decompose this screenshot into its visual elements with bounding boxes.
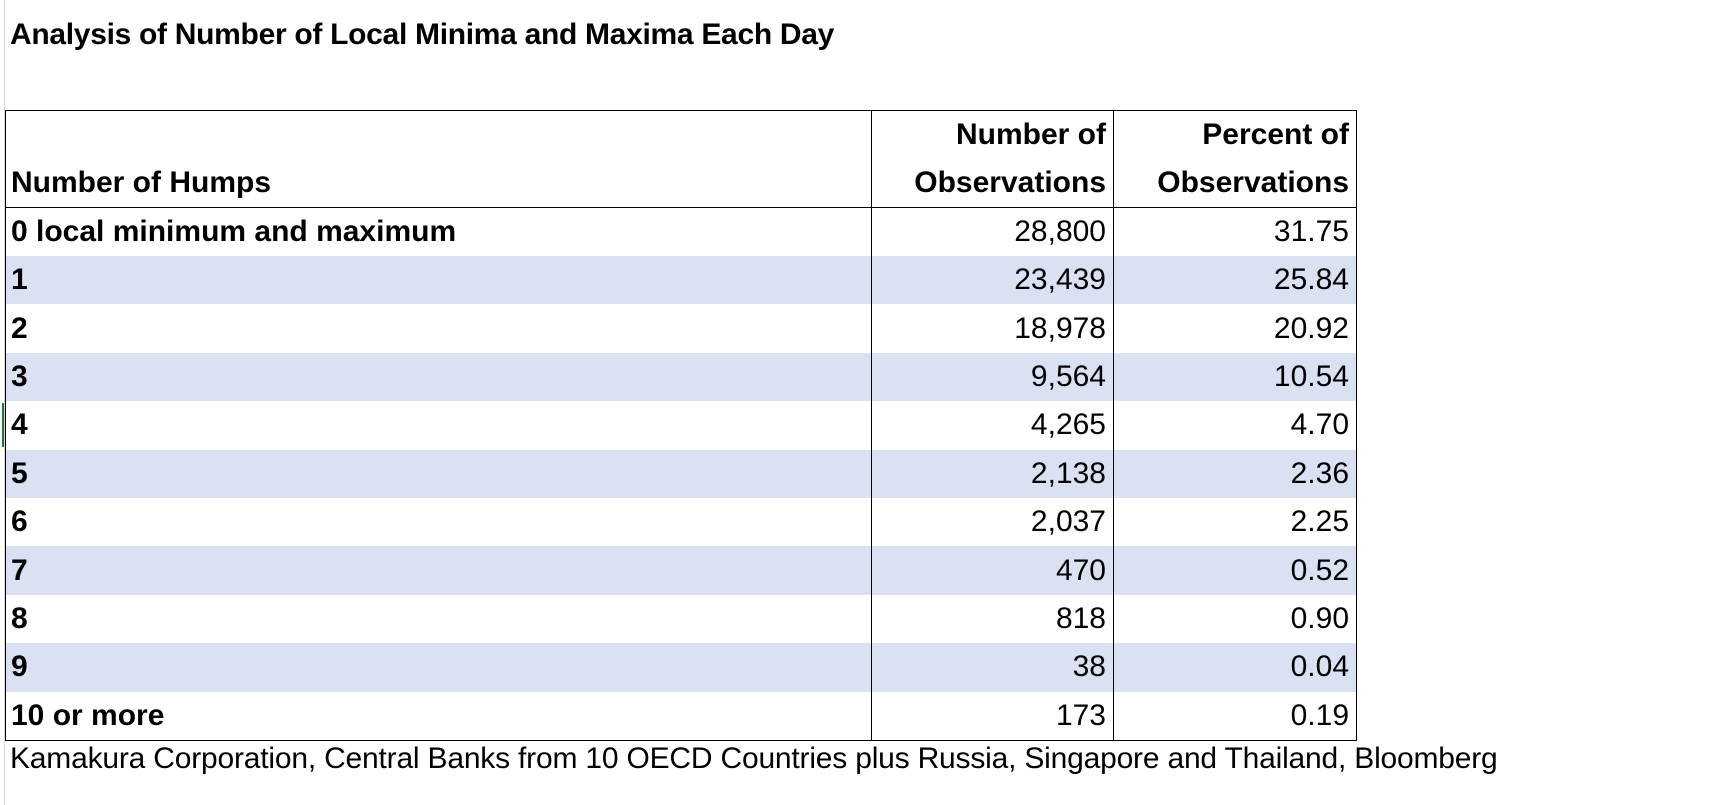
cell-percent-of-observations[interactable]: 0.52 xyxy=(1113,546,1357,595)
table-row: 9 38 0.04 xyxy=(5,643,1357,692)
sheet-gridline xyxy=(4,0,5,805)
cell-number-of-observations[interactable]: 23,439 xyxy=(871,256,1114,305)
humps-table: Number of Humps Number of Observations P… xyxy=(5,110,1357,741)
cell-number-of-humps[interactable]: 5 xyxy=(5,449,872,498)
cell-number-of-observations[interactable]: 470 xyxy=(871,546,1114,595)
cell-number-of-humps[interactable]: 1 xyxy=(5,256,872,305)
table-row: 8 818 0.90 xyxy=(5,594,1357,644)
cell-number-of-observations[interactable]: 18,978 xyxy=(871,304,1114,353)
header-number-of-humps[interactable]: Number of Humps xyxy=(5,110,872,208)
cell-number-of-humps[interactable]: 4 xyxy=(5,401,872,450)
table-row: 5 2,138 2.36 xyxy=(5,449,1357,498)
cell-number-of-humps[interactable]: 3 xyxy=(5,352,872,402)
cell-percent-of-observations[interactable]: 31.75 xyxy=(1113,207,1357,256)
table-row: 3 9,564 10.54 xyxy=(5,352,1357,402)
table-row: 6 2,037 2.25 xyxy=(5,497,1357,547)
cell-number-of-observations[interactable]: 818 xyxy=(871,594,1114,644)
cell-percent-of-observations[interactable]: 0.19 xyxy=(1113,691,1357,741)
header-label-line2: Observations xyxy=(1157,166,1349,199)
cell-number-of-observations[interactable]: 173 xyxy=(871,691,1114,741)
table-row: 2 18,978 20.92 xyxy=(5,304,1357,353)
table-header-row: Number of Humps Number of Observations P… xyxy=(5,110,1357,208)
header-label-line1: Percent of xyxy=(1202,118,1349,151)
cell-percent-of-observations[interactable]: 10.54 xyxy=(1113,352,1357,402)
cell-number-of-humps[interactable]: 6 xyxy=(5,497,872,547)
cell-number-of-humps[interactable]: 8 xyxy=(5,594,872,644)
cell-number-of-observations[interactable]: 38 xyxy=(871,643,1114,692)
cell-number-of-humps[interactable]: 2 xyxy=(5,304,872,353)
cell-percent-of-observations[interactable]: 2.25 xyxy=(1113,497,1357,547)
cell-number-of-observations[interactable]: 2,138 xyxy=(871,449,1114,498)
cell-percent-of-observations[interactable]: 25.84 xyxy=(1113,256,1357,305)
cell-number-of-observations[interactable]: 2,037 xyxy=(871,497,1114,547)
cell-percent-of-observations[interactable]: 0.90 xyxy=(1113,594,1357,644)
cell-number-of-humps[interactable]: 9 xyxy=(5,643,872,692)
header-label-line1: Number of xyxy=(956,118,1106,151)
header-number-of-observations[interactable]: Number of Observations xyxy=(871,110,1114,208)
cell-percent-of-observations[interactable]: 0.04 xyxy=(1113,643,1357,692)
cell-number-of-observations[interactable]: 28,800 xyxy=(871,207,1114,256)
cell-number-of-humps[interactable]: 7 xyxy=(5,546,872,595)
active-cell-indicator xyxy=(2,403,4,447)
table-row: 1 23,439 25.84 xyxy=(5,256,1357,305)
header-percent-of-observations[interactable]: Percent of Observations xyxy=(1113,110,1357,208)
table-row: 10 or more 173 0.19 xyxy=(5,691,1357,741)
cell-number-of-humps[interactable]: 0 local minimum and maximum xyxy=(5,207,872,256)
table-row: 0 local minimum and maximum 28,800 31.75 xyxy=(5,207,1357,256)
header-label-line2: Observations xyxy=(914,166,1106,199)
cell-percent-of-observations[interactable]: 2.36 xyxy=(1113,449,1357,498)
cell-number-of-humps[interactable]: 10 or more xyxy=(5,691,872,741)
table-row: 7 470 0.52 xyxy=(5,546,1357,595)
table-row: 4 4,265 4.70 xyxy=(5,401,1357,450)
cell-number-of-observations[interactable]: 9,564 xyxy=(871,352,1114,402)
cell-percent-of-observations[interactable]: 20.92 xyxy=(1113,304,1357,353)
cell-number-of-observations[interactable]: 4,265 xyxy=(871,401,1114,450)
page-title: Analysis of Number of Local Minima and M… xyxy=(10,18,835,51)
table-body: 0 local minimum and maximum 28,800 31.75 1 2… xyxy=(5,207,1357,741)
source-note: Kamakura Corporation, Central Banks from… xyxy=(10,742,1498,775)
cell-percent-of-observations[interactable]: 4.70 xyxy=(1113,401,1357,450)
header-label: Number of Humps xyxy=(11,166,272,199)
